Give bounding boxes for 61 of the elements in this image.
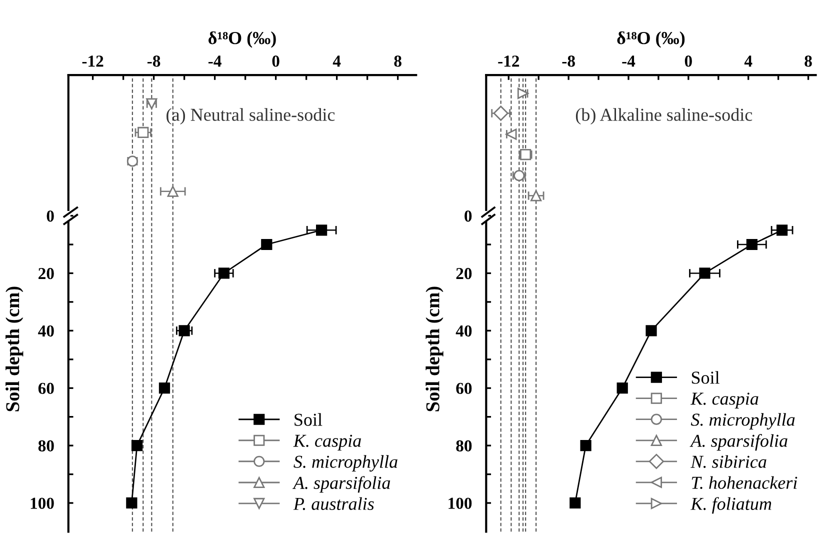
point — [699, 268, 710, 279]
x-tick-label: -4 — [208, 56, 222, 67]
point — [616, 382, 628, 394]
point — [570, 497, 581, 509]
annotation: (b) Alkaline saline-sodic — [576, 108, 752, 125]
y-tick-label: 60 — [38, 382, 54, 394]
y-tick-label: 40 — [456, 325, 472, 337]
legend-label: Soil — [692, 371, 720, 384]
point — [261, 238, 272, 250]
x-tick-label: 0 — [272, 56, 280, 67]
legend-label: A. sparsifolia — [690, 434, 788, 451]
x-tick-label: -12 — [82, 56, 104, 67]
point — [517, 88, 529, 99]
point — [746, 238, 758, 250]
x-tick-label: -8 — [147, 56, 160, 67]
x-tick-label: 8 — [394, 56, 402, 67]
legend-label: Soil — [294, 413, 322, 426]
y-tick-label: 100 — [30, 498, 54, 509]
point — [178, 325, 190, 336]
annotation: (a) Neutral saline-sodic — [166, 108, 335, 125]
point — [218, 268, 230, 279]
y-tick-label: 80 — [38, 440, 54, 452]
point — [131, 440, 143, 452]
y-tick-label: 0 — [46, 210, 54, 222]
point — [167, 186, 178, 197]
y-tick-label: 20 — [456, 268, 472, 280]
point — [158, 382, 170, 394]
point — [530, 190, 542, 202]
y-tick-label: 60 — [456, 382, 472, 394]
point — [776, 224, 788, 236]
legend-label: S. microphylla — [690, 413, 795, 430]
x-tick-label: 8 — [804, 56, 812, 67]
point — [138, 126, 149, 138]
legend-label: K. caspia — [690, 392, 758, 408]
legend-label: N. sibirica — [690, 455, 766, 468]
x-tick-label: 4 — [332, 56, 341, 67]
y-tick-label: 100 — [448, 498, 472, 509]
x-tick-label: -12 — [498, 56, 520, 67]
point — [646, 325, 657, 336]
x-axis-title: δ¹⁸O (‰) — [208, 31, 276, 48]
legend-label: A. sparsifolia — [292, 476, 390, 493]
y-tick-label: 80 — [456, 440, 472, 452]
legend-label: K. foliatum — [690, 497, 772, 514]
point — [126, 497, 138, 509]
x-tick-label: -8 — [562, 56, 575, 67]
point — [580, 440, 592, 452]
legend-label: P. australis — [293, 497, 374, 510]
x-axis-title: δ¹⁸O (‰) — [617, 31, 685, 48]
legend-label: T. hohenackeri — [692, 476, 798, 489]
x-tick-label: -4 — [622, 56, 636, 67]
y-tick-label: 0 — [464, 210, 472, 222]
legend-label: K. caspia — [293, 434, 361, 451]
point — [506, 128, 517, 140]
legend-label: S. microphylla — [294, 455, 398, 472]
y-axis-title: Soil depth (cm) — [6, 286, 24, 412]
x-tick-label: 0 — [684, 56, 692, 67]
y-tick-label: 20 — [38, 268, 54, 280]
y-axis-title: Soil depth (cm) — [426, 286, 444, 412]
x-tick-label: 4 — [744, 56, 752, 67]
y-tick-label: 40 — [38, 325, 54, 337]
point — [316, 224, 328, 236]
